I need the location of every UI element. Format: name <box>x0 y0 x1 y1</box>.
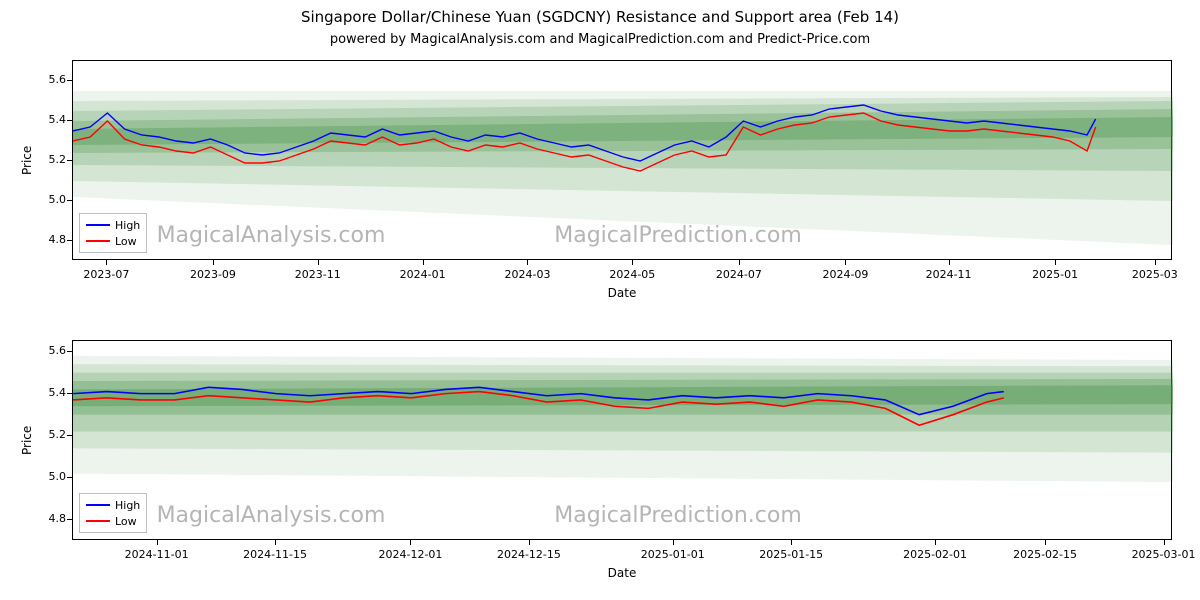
y-tick-label: 5.6 <box>26 73 66 86</box>
y-tick-label: 5.4 <box>26 386 66 399</box>
x-axis-label-bottom: Date <box>72 566 1172 580</box>
y-tick-mark <box>67 393 72 394</box>
legend-label: Low <box>115 235 137 248</box>
x-tick-mark <box>527 260 528 265</box>
legend-swatch <box>86 224 110 226</box>
chart-panel-top: HighLow MagicalAnalysis.comMagicalPredic… <box>72 60 1172 260</box>
x-tick-label: 2025-02-01 <box>903 548 967 561</box>
legend-label: High <box>115 219 140 232</box>
x-tick-label: 2024-09 <box>822 268 868 281</box>
y-tick-label: 5.0 <box>26 193 66 206</box>
x-tick-label: 2025-02-15 <box>1013 548 1077 561</box>
x-tick-label: 2024-03 <box>504 268 550 281</box>
chart-svg-top <box>73 61 1173 261</box>
y-tick-mark <box>67 477 72 478</box>
x-tick-mark <box>949 260 950 265</box>
y-tick-label: 5.0 <box>26 470 66 483</box>
x-tick-label: 2025-03 <box>1132 268 1178 281</box>
x-tick-label: 2023-09 <box>190 268 236 281</box>
x-tick-mark <box>157 540 158 545</box>
legend-top: High Low <box>79 213 147 253</box>
y-tick-mark <box>67 519 72 520</box>
figure: Singapore Dollar/Chinese Yuan (SGDCNY) R… <box>0 0 1200 600</box>
legend-bottom: High Low <box>79 493 147 533</box>
x-tick-mark <box>1045 540 1046 545</box>
legend-swatch <box>86 504 110 506</box>
x-tick-mark <box>935 540 936 545</box>
chart-svg-bottom <box>73 341 1173 541</box>
x-tick-mark <box>1055 260 1056 265</box>
y-tick-label: 4.8 <box>26 233 66 246</box>
x-tick-label: 2025-03-01 <box>1132 548 1196 561</box>
y-tick-mark <box>67 240 72 241</box>
x-tick-label: 2025-01-01 <box>641 548 705 561</box>
legend-item: Low <box>86 513 140 529</box>
y-tick-label: 5.4 <box>26 113 66 126</box>
x-tick-label: 2025-01 <box>1032 268 1078 281</box>
y-tick-mark <box>67 435 72 436</box>
y-tick-mark <box>67 351 72 352</box>
legend-swatch <box>86 520 110 522</box>
legend-item: Low <box>86 233 140 249</box>
x-tick-mark <box>410 540 411 545</box>
x-tick-mark <box>213 260 214 265</box>
x-tick-mark <box>1155 260 1156 265</box>
x-tick-label: 2024-12-01 <box>378 548 442 561</box>
chart-panel-bottom: HighLow MagicalAnalysis.comMagicalPredic… <box>72 340 1172 540</box>
x-tick-mark <box>632 260 633 265</box>
legend-item: High <box>86 497 140 513</box>
x-tick-mark <box>845 260 846 265</box>
y-tick-label: 5.2 <box>26 153 66 166</box>
x-tick-label: 2024-11-01 <box>125 548 189 561</box>
x-tick-label: 2024-11 <box>926 268 972 281</box>
x-tick-label: 2024-12-15 <box>497 548 561 561</box>
y-tick-label: 5.6 <box>26 344 66 357</box>
x-tick-mark <box>529 540 530 545</box>
x-tick-mark <box>423 260 424 265</box>
x-tick-label: 2024-01 <box>400 268 446 281</box>
legend-item: High <box>86 217 140 233</box>
x-tick-mark <box>318 260 319 265</box>
x-tick-label: 2025-01-15 <box>759 548 823 561</box>
legend-label: High <box>115 499 140 512</box>
x-tick-mark <box>275 540 276 545</box>
legend-swatch <box>86 240 110 242</box>
x-tick-mark <box>1164 540 1165 545</box>
y-tick-label: 4.8 <box>26 512 66 525</box>
y-tick-mark <box>67 120 72 121</box>
x-tick-mark <box>739 260 740 265</box>
y-tick-label: 5.2 <box>26 428 66 441</box>
x-tick-label: 2023-11 <box>295 268 341 281</box>
x-tick-label: 2024-11-15 <box>243 548 307 561</box>
x-tick-mark <box>673 540 674 545</box>
y-tick-mark <box>67 160 72 161</box>
x-tick-mark <box>106 260 107 265</box>
y-tick-mark <box>67 80 72 81</box>
x-tick-label: 2023-07 <box>83 268 129 281</box>
legend-label: Low <box>115 515 137 528</box>
x-tick-label: 2024-05 <box>609 268 655 281</box>
chart-subtitle: powered by MagicalAnalysis.com and Magic… <box>0 32 1200 47</box>
chart-title: Singapore Dollar/Chinese Yuan (SGDCNY) R… <box>0 8 1200 26</box>
x-axis-label-top: Date <box>72 286 1172 300</box>
y-tick-mark <box>67 200 72 201</box>
x-tick-mark <box>791 540 792 545</box>
x-tick-label: 2024-07 <box>716 268 762 281</box>
